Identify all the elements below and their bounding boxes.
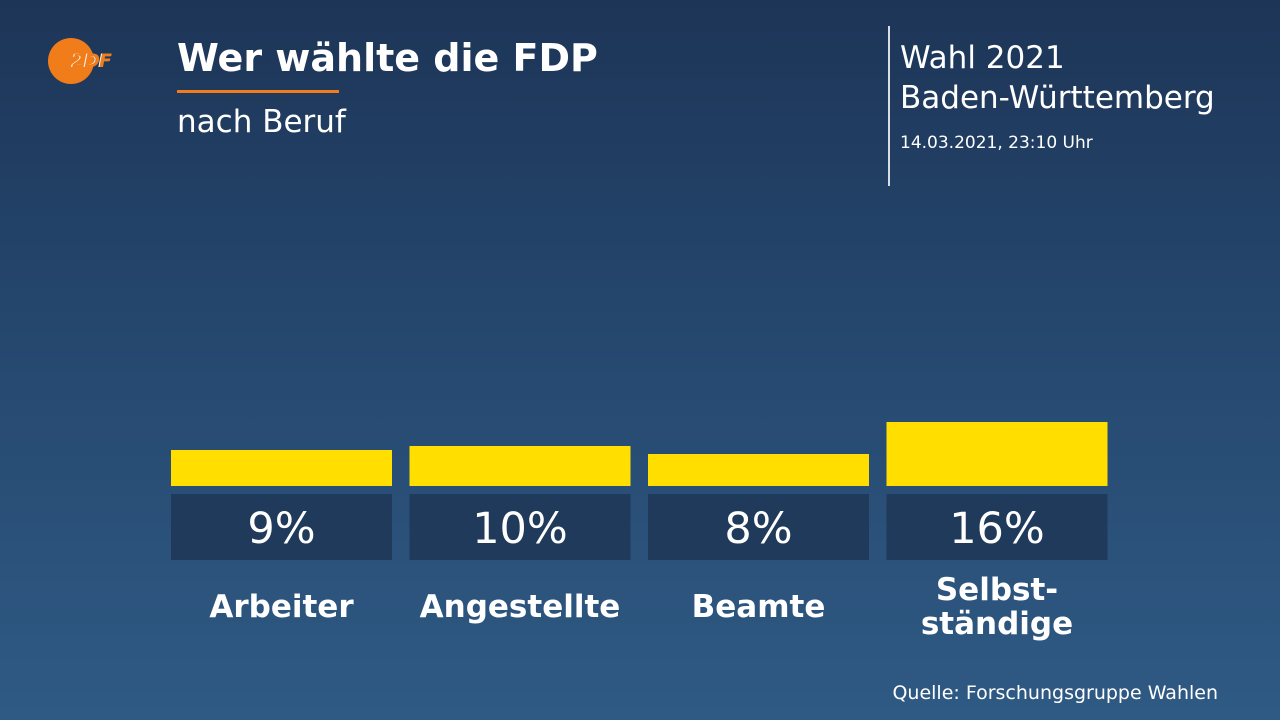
value-label-1: 10% (472, 504, 568, 554)
election-title: Wahl 2021 Baden-Württemberg (900, 38, 1215, 118)
header-divider (888, 26, 890, 186)
category-label-line: Angestellte (420, 589, 621, 625)
source-note: Quelle: Forschungsgruppe Wahlen (892, 682, 1218, 704)
category-label-line: Beamte (692, 589, 826, 625)
category-label-line: ständige (921, 606, 1073, 642)
election-timestamp: 14.03.2021, 23:10 Uhr (900, 133, 1093, 153)
bar-3 (886, 422, 1108, 486)
value-label-box-1 (409, 494, 631, 560)
category-label-1: Angestellte (420, 589, 621, 625)
bar-2 (648, 454, 869, 486)
value-label-box-0 (171, 494, 392, 560)
value-label-box-2 (648, 494, 869, 560)
title-underline (177, 90, 339, 93)
election-name: Wahl 2021 (900, 40, 1065, 76)
value-label-3: 16% (949, 504, 1045, 554)
election-region: Baden-Württemberg (900, 80, 1215, 116)
zdf-logo: 2DF (48, 38, 112, 84)
value-label-0: 9% (247, 504, 315, 554)
value-label-box-3 (886, 494, 1108, 560)
zdf-logo-text: 2DF (72, 50, 112, 72)
category-label-0: Arbeiter (209, 589, 354, 625)
category-label-3: Selbst-ständige (921, 572, 1073, 642)
value-label-2: 8% (724, 504, 792, 554)
bar-1 (409, 446, 631, 486)
category-label-line: Selbst- (936, 572, 1058, 608)
page-subtitle: nach Beruf (177, 104, 346, 140)
bar-0 (171, 450, 392, 486)
page-title: Wer wählte die FDP (177, 36, 598, 80)
category-label-line: Arbeiter (209, 589, 354, 625)
category-label-2: Beamte (692, 589, 826, 625)
zdf-logo-circle (48, 38, 94, 84)
